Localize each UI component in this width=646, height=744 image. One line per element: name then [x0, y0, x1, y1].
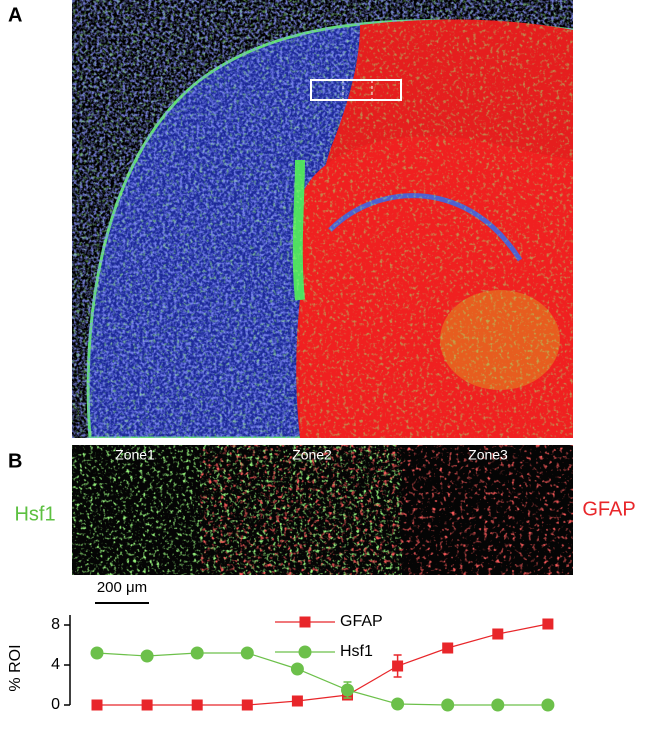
series-line	[97, 623, 549, 706]
series-line	[96, 652, 548, 706]
channel-label: GFAP	[582, 498, 635, 520]
marker	[241, 699, 253, 711]
marker	[492, 628, 504, 640]
marker	[541, 698, 555, 712]
marker	[90, 646, 104, 660]
legend-marker	[299, 616, 311, 628]
panel-label: A	[8, 4, 22, 26]
marker	[91, 699, 103, 711]
legend-label: Hsf1	[340, 643, 373, 660]
y-tick-label: 8	[51, 616, 60, 633]
marker	[191, 699, 203, 711]
y-tick-label: 4	[51, 656, 60, 673]
marker	[442, 642, 454, 654]
marker	[240, 646, 254, 660]
zone-label: Zone3	[468, 447, 508, 463]
marker	[341, 683, 354, 697]
legend-marker	[298, 645, 312, 659]
marker	[141, 699, 153, 711]
legend-label: GFAP	[340, 613, 383, 630]
marker	[391, 697, 405, 711]
panel-label: B	[8, 450, 22, 472]
marker	[140, 649, 154, 663]
scale-bar-label: 200 μm	[97, 579, 147, 596]
marker	[491, 698, 505, 712]
marker	[291, 695, 303, 707]
panel-b-image	[72, 445, 573, 575]
y-tick-label: 0	[51, 696, 60, 713]
marker	[190, 646, 204, 660]
marker	[392, 660, 404, 672]
channel-label: Hsf1	[14, 503, 55, 525]
panel-a-image	[72, 0, 573, 438]
marker	[290, 662, 304, 676]
zone-label: Zone2	[292, 447, 332, 463]
marker	[542, 618, 554, 630]
marker	[441, 698, 455, 712]
y-axis-label: % ROI	[7, 644, 24, 691]
zone-label: Zone1	[115, 447, 155, 463]
